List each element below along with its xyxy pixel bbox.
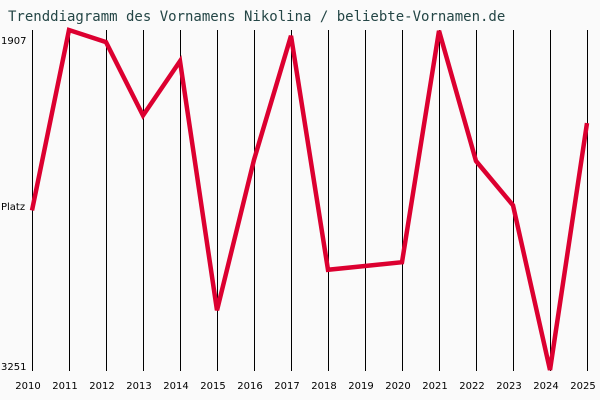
x-tick-label-2025: 2025	[570, 381, 596, 392]
x-tick-label-2014: 2014	[163, 381, 189, 392]
x-tick-label-2019: 2019	[348, 381, 374, 392]
x-tick-label-2015: 2015	[200, 381, 226, 392]
series-line-nikolina	[29, 27, 590, 371]
x-tick-label-2020: 2020	[385, 381, 411, 392]
x-tick-label-2016: 2016	[237, 381, 263, 392]
x-tick-label-2017: 2017	[274, 381, 300, 392]
y-axis-middle-label: Platz	[1, 202, 26, 213]
x-tick-label-2023: 2023	[496, 381, 522, 392]
vertical-gridlines	[32, 30, 588, 371]
x-tick-label-2011: 2011	[52, 381, 78, 392]
x-tick-label-2018: 2018	[311, 381, 337, 392]
chart-title: Trenddiagramm des Vornamens Nikolina / b…	[8, 9, 506, 25]
x-tick-label-2012: 2012	[89, 381, 115, 392]
x-tick-label-2013: 2013	[126, 381, 152, 392]
x-tick-label-2021: 2021	[422, 381, 448, 392]
x-tick-label-2024: 2024	[533, 381, 559, 392]
x-tick-label-2022: 2022	[459, 381, 485, 392]
x-tick-label-2010: 2010	[15, 381, 41, 392]
y-axis-bottom-label: 3251	[1, 362, 27, 373]
y-axis-top-label: 1907	[1, 36, 27, 47]
